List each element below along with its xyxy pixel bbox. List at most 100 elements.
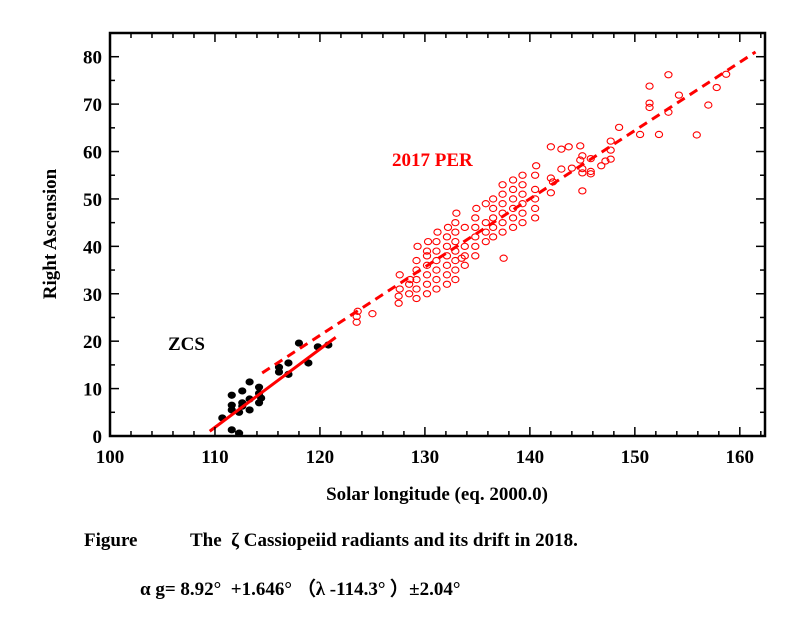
- per-point: [530, 171, 540, 179]
- per-point: [481, 237, 490, 246]
- per-point: [432, 237, 441, 246]
- per-point: [597, 162, 606, 170]
- per-point: [405, 280, 414, 288]
- per-point: [557, 145, 566, 153]
- per-point: [518, 200, 527, 208]
- x-tick-label: 130: [411, 447, 440, 468]
- per-point: [586, 170, 595, 178]
- per-point: [353, 307, 362, 315]
- zcs-point: [238, 387, 247, 395]
- per-point: [451, 228, 460, 236]
- y-tick-label: 40: [83, 237, 102, 258]
- per-point: [488, 195, 498, 203]
- per-point: [586, 154, 595, 163]
- per-point: [564, 143, 573, 151]
- per-point: [422, 261, 432, 269]
- per-point: [530, 214, 540, 222]
- x-axis-label: Solar longitude (eq. 2000.0): [326, 484, 548, 505]
- x-tick-label: 100: [96, 447, 125, 468]
- per-point: [432, 275, 441, 284]
- per-point: [395, 271, 404, 279]
- x-tick-label: 120: [306, 447, 335, 468]
- per-point: [442, 261, 452, 269]
- per-point: [578, 187, 587, 195]
- zcs-point: [304, 359, 313, 367]
- per-point: [645, 103, 654, 112]
- zcs-fit-line: [208, 336, 337, 433]
- per-point: [586, 167, 595, 176]
- zcs-point: [254, 383, 264, 391]
- per-point: [499, 254, 508, 262]
- y-tick-label: 30: [83, 285, 102, 306]
- per-point: [352, 312, 361, 321]
- per-point: [530, 204, 540, 213]
- per-point: [712, 83, 721, 92]
- caption-equation: α g= 8.92° +1.646° （λ -114.3° ）±2.04°: [140, 579, 461, 600]
- per-point: [460, 242, 469, 251]
- per-point: [422, 252, 432, 260]
- per-point: [614, 123, 624, 131]
- per-point: [576, 142, 585, 150]
- per-point: [413, 242, 422, 251]
- per-point: [518, 171, 527, 179]
- per-point: [518, 190, 527, 198]
- per-point: [518, 181, 527, 189]
- per-point: [394, 299, 403, 307]
- per-point: [451, 237, 460, 246]
- per-point: [530, 185, 540, 194]
- zcs-point: [227, 426, 236, 434]
- per-point: [471, 223, 480, 232]
- per-point: [722, 70, 731, 78]
- y-tick-label: 10: [83, 380, 102, 401]
- per-point: [432, 266, 441, 274]
- zcs-point: [227, 391, 236, 399]
- per-point: [395, 285, 404, 293]
- per-point: [601, 157, 610, 165]
- per-point: [508, 176, 518, 184]
- x-tick-label: 160: [726, 447, 755, 468]
- per-point: [452, 209, 461, 217]
- per-point: [692, 131, 701, 139]
- per-point: [498, 200, 507, 208]
- per-point: [508, 195, 518, 203]
- caption-label: Figure: [84, 530, 138, 551]
- per-point: [704, 101, 713, 109]
- per-point: [674, 91, 684, 99]
- per-point: [471, 214, 480, 222]
- per-point: [498, 181, 507, 189]
- per-point: [423, 237, 433, 246]
- per-point: [394, 292, 403, 300]
- per-point: [442, 271, 452, 279]
- per-point: [412, 285, 421, 293]
- per-point: [498, 228, 507, 236]
- per-point: [481, 218, 490, 227]
- per-fit-line: [261, 50, 757, 375]
- per-point: [432, 256, 441, 265]
- y-tick-label: 20: [83, 332, 102, 353]
- per-point: [645, 82, 654, 90]
- per-point: [451, 266, 460, 274]
- per-point: [481, 228, 490, 236]
- y-axis-label: Right Ascension: [40, 168, 61, 299]
- per-point: [451, 275, 460, 284]
- per-point: [457, 254, 466, 262]
- y-tick-label: 0: [93, 427, 103, 448]
- per-point: [460, 261, 469, 269]
- per-point: [488, 204, 498, 213]
- per-point: [546, 174, 556, 182]
- per-point: [472, 204, 481, 213]
- per-point: [433, 228, 442, 236]
- per-point: [488, 214, 498, 222]
- annotation-zcs: ZCS: [168, 334, 205, 355]
- x-tick-label: 150: [621, 447, 650, 468]
- per-point: [606, 155, 615, 163]
- zcs-point: [294, 339, 304, 347]
- x-tick-label: 140: [516, 447, 545, 468]
- per-point: [442, 233, 452, 241]
- per-point: [471, 242, 480, 251]
- zcs-point: [284, 359, 293, 367]
- per-point: [635, 130, 645, 139]
- per-point: [645, 99, 654, 107]
- per-point: [576, 156, 585, 164]
